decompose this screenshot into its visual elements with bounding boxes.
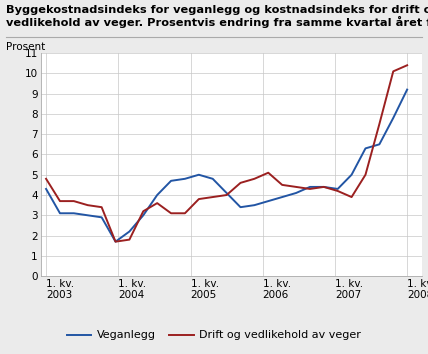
Drift og vedlikehold av veger [252, 177, 257, 181]
Drift og vedlikehold av veger [404, 63, 410, 67]
Veganlegg [279, 195, 285, 199]
Veganlegg [363, 146, 368, 150]
Drift og vedlikehold av veger [127, 238, 132, 242]
Text: vedlikehold av veger. Prosentvis endring fra samme kvartal året før: vedlikehold av veger. Prosentvis endring… [6, 16, 428, 28]
Drift og vedlikehold av veger [85, 203, 90, 207]
Drift og vedlikehold av veger [155, 201, 160, 205]
Drift og vedlikehold av veger [279, 183, 285, 187]
Veganlegg [127, 229, 132, 234]
Drift og vedlikehold av veger [141, 209, 146, 213]
Veganlegg [85, 213, 90, 217]
Drift og vedlikehold av veger [377, 122, 382, 126]
Veganlegg [44, 187, 49, 191]
Veganlegg [210, 177, 215, 181]
Drift og vedlikehold av veger [335, 189, 340, 193]
Drift og vedlikehold av veger [224, 193, 229, 197]
Line: Veganlegg: Veganlegg [46, 90, 407, 242]
Veganlegg [391, 116, 396, 120]
Veganlegg [252, 203, 257, 207]
Drift og vedlikehold av veger [321, 185, 327, 189]
Veganlegg [169, 179, 174, 183]
Veganlegg [141, 213, 146, 217]
Veganlegg [57, 211, 62, 215]
Drift og vedlikehold av veger [71, 199, 77, 203]
Drift og vedlikehold av veger [169, 211, 174, 215]
Line: Drift og vedlikehold av veger: Drift og vedlikehold av veger [46, 65, 407, 242]
Drift og vedlikehold av veger [238, 181, 243, 185]
Veganlegg [155, 193, 160, 197]
Veganlegg [99, 215, 104, 219]
Veganlegg [349, 173, 354, 177]
Veganlegg [238, 205, 243, 209]
Veganlegg [377, 142, 382, 147]
Drift og vedlikehold av veger [113, 240, 118, 244]
Veganlegg [224, 191, 229, 195]
Veganlegg [335, 187, 340, 191]
Text: Byggekostnadsindeks for veganlegg og kostnadsindeks for drift og: Byggekostnadsindeks for veganlegg og kos… [6, 5, 428, 15]
Drift og vedlikehold av veger [307, 187, 312, 191]
Veganlegg [182, 177, 187, 181]
Drift og vedlikehold av veger [349, 195, 354, 199]
Drift og vedlikehold av veger [99, 205, 104, 209]
Drift og vedlikehold av veger [44, 177, 49, 181]
Drift og vedlikehold av veger [266, 171, 271, 175]
Drift og vedlikehold av veger [210, 195, 215, 199]
Veganlegg [113, 240, 118, 244]
Drift og vedlikehold av veger [391, 69, 396, 74]
Veganlegg [307, 185, 312, 189]
Drift og vedlikehold av veger [57, 199, 62, 203]
Text: Prosent: Prosent [6, 42, 46, 52]
Drift og vedlikehold av veger [363, 173, 368, 177]
Legend: Veganlegg, Drift og vedlikehold av veger: Veganlegg, Drift og vedlikehold av veger [62, 326, 366, 345]
Drift og vedlikehold av veger [294, 185, 299, 189]
Veganlegg [404, 87, 410, 92]
Veganlegg [321, 185, 327, 189]
Drift og vedlikehold av veger [196, 197, 202, 201]
Veganlegg [71, 211, 77, 215]
Veganlegg [294, 191, 299, 195]
Veganlegg [266, 199, 271, 203]
Veganlegg [196, 173, 202, 177]
Drift og vedlikehold av veger [182, 211, 187, 215]
